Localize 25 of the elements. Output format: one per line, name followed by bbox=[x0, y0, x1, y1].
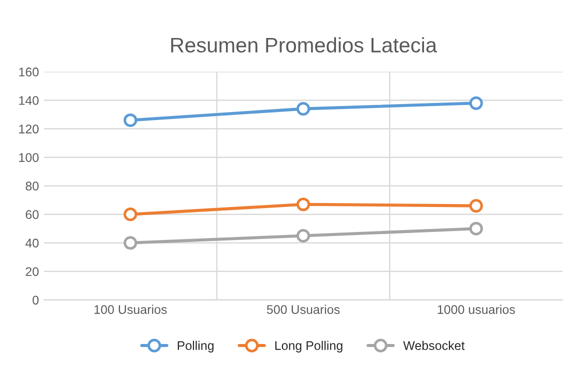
x-tick-label: 500 Usuarios bbox=[266, 304, 340, 314]
point bbox=[296, 228, 310, 243]
legend-label: Polling bbox=[178, 340, 214, 352]
y-tick-label: 0 bbox=[32, 296, 39, 305]
point bbox=[296, 198, 310, 212]
y-tick-label: 40 bbox=[25, 238, 39, 248]
point bbox=[296, 102, 310, 116]
y-tick-label: 80 bbox=[26, 182, 39, 190]
point bbox=[124, 236, 138, 250]
point bbox=[469, 199, 483, 213]
y-tick-label: 120 bbox=[19, 124, 39, 134]
legend-label: Long Polling bbox=[275, 340, 342, 352]
x-tick-label: 100 Usuarios bbox=[94, 304, 167, 314]
point bbox=[124, 113, 138, 128]
y-tick-label: 140 bbox=[19, 96, 39, 105]
y-tick-label: 20 bbox=[26, 267, 39, 276]
point bbox=[469, 222, 483, 236]
y-tick-label: 160 bbox=[19, 68, 39, 76]
point bbox=[469, 96, 483, 110]
legend-label: Websocket bbox=[403, 340, 465, 350]
y-tick-label: 100 bbox=[19, 153, 39, 162]
chart-title: Resumen Promedios Latecia bbox=[171, 37, 438, 53]
x-tick-label: 1000 usuarios bbox=[438, 304, 515, 314]
y-tick-label: 60 bbox=[26, 210, 39, 220]
point bbox=[124, 208, 138, 222]
